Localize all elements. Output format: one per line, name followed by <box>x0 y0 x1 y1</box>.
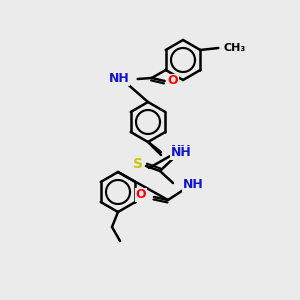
Text: S: S <box>133 157 143 171</box>
Text: O: O <box>167 74 178 88</box>
Text: NH: NH <box>183 178 204 191</box>
Text: NH: NH <box>171 146 192 160</box>
Text: O: O <box>135 188 146 202</box>
Text: NH: NH <box>109 73 130 85</box>
Text: CH₃: CH₃ <box>223 43 246 53</box>
Text: NH: NH <box>171 145 192 158</box>
